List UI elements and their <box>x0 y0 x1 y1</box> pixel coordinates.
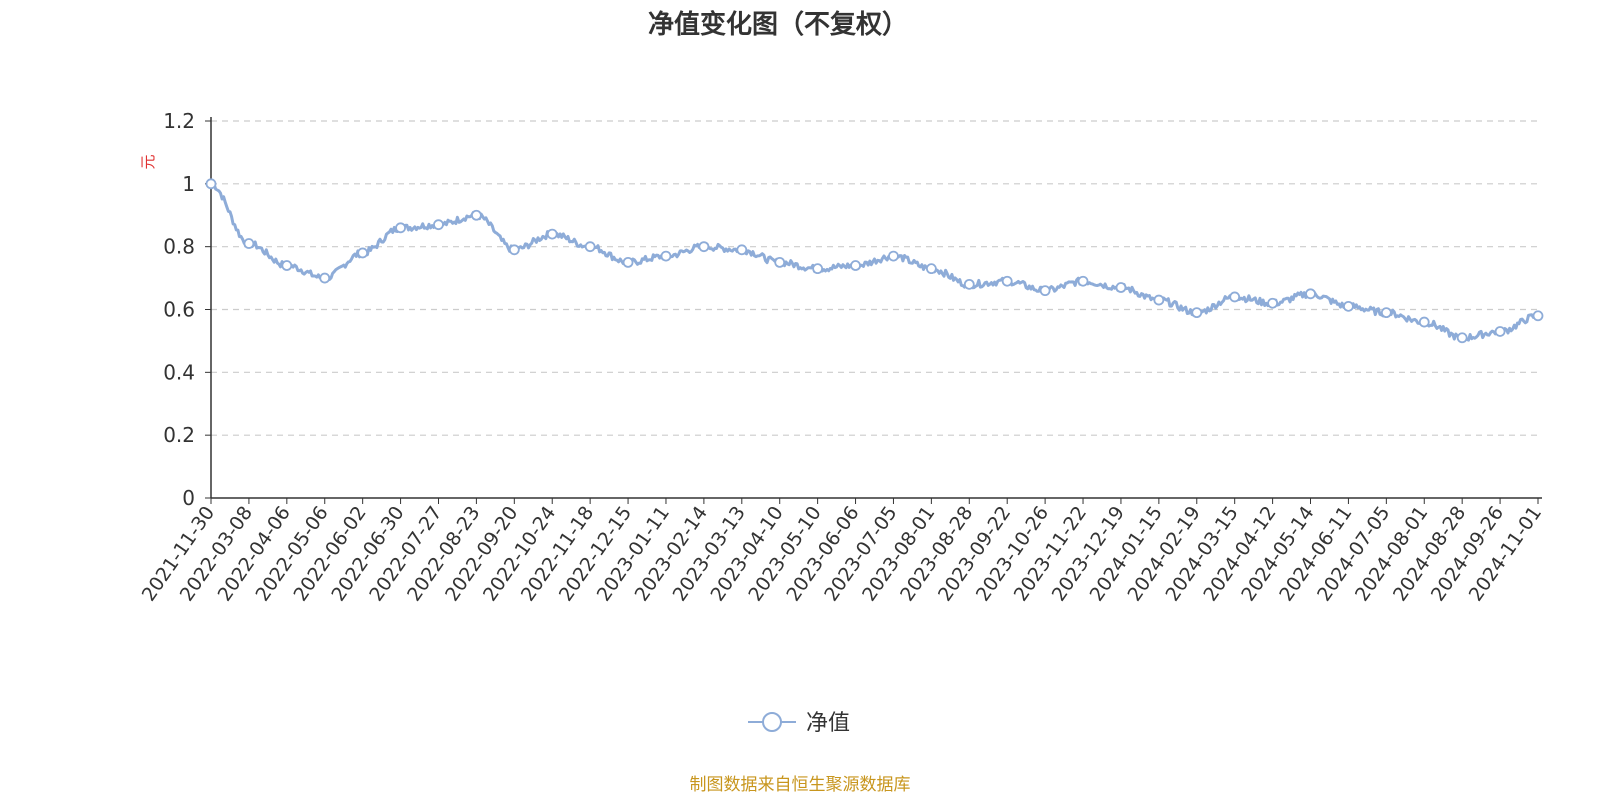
data-point[interactable] <box>470 209 482 221</box>
data-source-note: 制图数据来自恒生聚源数据库 <box>690 775 911 795</box>
data-point[interactable] <box>584 241 596 253</box>
legend-marker-icon <box>762 712 782 732</box>
data-point[interactable] <box>850 260 861 271</box>
data-point[interactable] <box>1380 307 1392 319</box>
y-tick-label: 0.4 <box>163 360 195 384</box>
data-point[interactable] <box>395 222 406 234</box>
y-tick-label: 0.2 <box>163 423 195 447</box>
data-point[interactable] <box>963 278 975 290</box>
data-point[interactable] <box>1229 291 1241 303</box>
data-point[interactable] <box>281 260 293 271</box>
data-point[interactable] <box>888 250 899 262</box>
chart-title: 净值变化图（不复权） <box>648 9 908 40</box>
series-line <box>210 182 1539 342</box>
data-point[interactable] <box>357 247 369 259</box>
data-point[interactable] <box>546 228 558 240</box>
y-tick-label: 0 <box>182 486 195 510</box>
data-point[interactable] <box>319 272 331 284</box>
data-point[interactable] <box>925 263 937 275</box>
grid-lines <box>211 120 1538 436</box>
data-point[interactable] <box>812 263 824 275</box>
data-point[interactable] <box>1494 326 1506 337</box>
y-axis-unit-label: 元 <box>139 154 157 169</box>
data-point[interactable] <box>1115 282 1127 293</box>
data-point[interactable] <box>660 250 672 262</box>
y-axis-ticks: 0 0.2 0.4 0.6 0.8 1 1.2 <box>163 109 211 510</box>
data-point[interactable] <box>1267 297 1278 309</box>
data-point[interactable] <box>433 219 444 231</box>
data-point[interactable] <box>205 178 217 190</box>
y-tick-label: 0.8 <box>163 235 195 259</box>
data-point[interactable] <box>243 238 255 249</box>
series-net-value <box>205 178 1544 344</box>
y-tick-label: 0.6 <box>163 298 195 322</box>
data-point[interactable] <box>736 244 748 256</box>
data-point[interactable] <box>622 256 634 268</box>
x-axis-ticks: 2021-11-302022-03-082022-04-062022-05-06… <box>138 498 1546 605</box>
data-point[interactable] <box>1191 307 1203 319</box>
y-tick-label: 1 <box>182 172 195 196</box>
data-point[interactable] <box>1077 275 1089 287</box>
legend[interactable]: 净值 <box>748 711 850 736</box>
data-point[interactable] <box>1001 275 1013 287</box>
legend-label: 净值 <box>806 711 850 736</box>
data-point[interactable] <box>698 241 710 253</box>
y-tick-label: 1.2 <box>163 109 195 133</box>
data-point[interactable] <box>1456 332 1468 344</box>
data-point[interactable] <box>1418 316 1430 328</box>
data-point[interactable] <box>1039 285 1051 297</box>
data-point[interactable] <box>1153 294 1165 306</box>
data-point[interactable] <box>1305 288 1316 300</box>
data-point[interactable] <box>508 244 520 256</box>
data-point[interactable] <box>1532 310 1544 322</box>
data-point[interactable] <box>774 256 786 268</box>
data-point[interactable] <box>1343 300 1354 312</box>
